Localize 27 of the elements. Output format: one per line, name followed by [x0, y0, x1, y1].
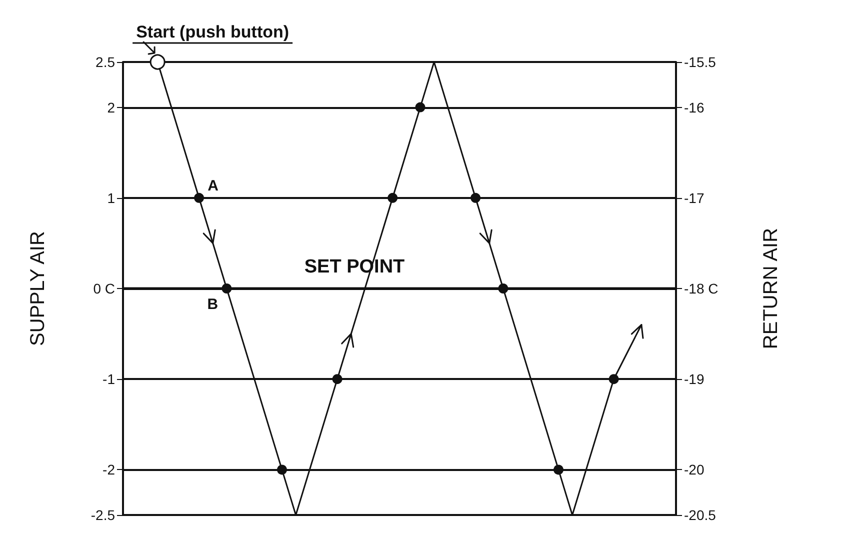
- y-tick-label: 1: [107, 190, 116, 206]
- annotation: A: [208, 177, 219, 194]
- y-tick-label: -2: [102, 462, 116, 478]
- point: [608, 374, 619, 384]
- y2-tick-label: -17: [684, 190, 704, 206]
- point: [332, 374, 342, 384]
- y2-tick-label: -18 C: [684, 280, 718, 296]
- point: [194, 192, 204, 203]
- y-axis-title: SUPPLY AIR: [27, 231, 49, 346]
- text: Start (push button): [136, 22, 290, 42]
- point: [388, 192, 398, 203]
- point: [554, 464, 564, 475]
- y-tick-label: 0 C: [93, 280, 115, 296]
- y2-axis-title: RETURN AIR: [760, 228, 782, 350]
- annotation: B: [207, 296, 218, 313]
- y-tick-label: -1: [102, 371, 116, 388]
- y2-tick-label: -20.5: [684, 507, 716, 523]
- y-tick-label: 2: [107, 99, 116, 116]
- y-tick-label: -2.5: [90, 507, 116, 523]
- point: [470, 192, 481, 203]
- y2-tick-label: -15.5: [684, 54, 716, 70]
- y2-tick-label: -20: [684, 462, 704, 478]
- y-tick-label: 2.5: [96, 54, 116, 70]
- y2-tick-label: -16: [684, 99, 704, 116]
- point: [277, 464, 287, 475]
- point: [415, 102, 426, 112]
- y2-tick-label: -19: [684, 371, 704, 388]
